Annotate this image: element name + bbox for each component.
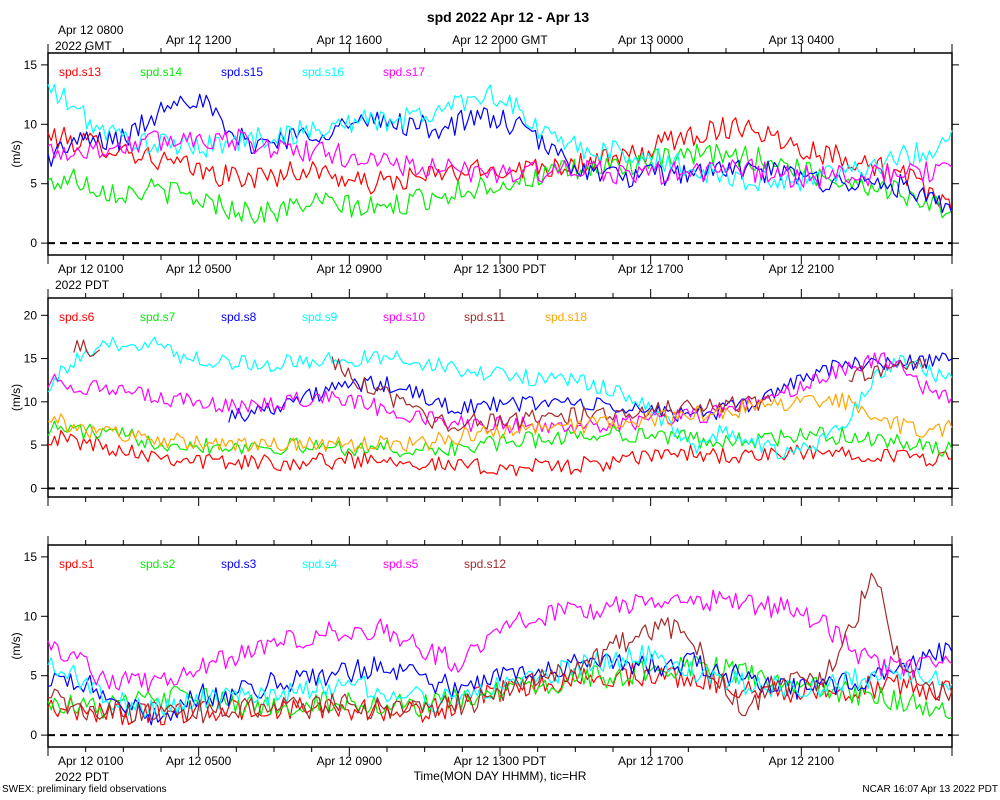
legend-entry-spd.s15: spd.s15 [221,65,263,79]
y-tick-label: 15 [24,352,38,366]
y-tick-label: 5 [30,669,37,683]
y-tick-label: 0 [30,728,37,742]
pdt-tick-label: Apr 12 0900 [317,754,383,768]
y-tick-label: 15 [24,550,38,564]
pdt-tick-label: Apr 12 1300 PDT [454,262,547,276]
legend-entry-spd.s2: spd.s2 [140,557,176,571]
pdt-tick-label: Apr 12 0900 [317,262,383,276]
gmt-tick-label: Apr 12 1600 [317,33,383,47]
pdt-tick-label: Apr 12 1300 PDT [454,754,547,768]
series-line-spd.s7 [47,420,953,458]
y-axis-label: (m/s) [9,384,23,411]
series-line-spd.s11 [73,339,927,432]
y-axis-label: (m/s) [9,632,23,659]
legend-entry-spd.s11: spd.s11 [464,310,505,324]
legend-entry-spd.s9: spd.s9 [302,310,338,324]
gmt-tick-label: Apr 12 2000 GMT [452,33,548,47]
legend-entry-spd.s16: spd.s16 [302,65,344,79]
y-tick-label: 0 [30,481,37,495]
legend-entry-spd.s12: spd.s12 [464,557,506,571]
y-tick-label: 0 [30,236,37,250]
series-line-spd.s6 [47,429,953,477]
gmt-first-label-line2: 2022 GMT [55,39,112,53]
pdt-first-label-line2: 2022 PDT [55,770,110,784]
chart-title: spd 2022 Apr 12 - Apr 13 [427,9,590,25]
pdt-first-label-line1: Apr 12 0100 [58,262,124,276]
pdt-tick-label: Apr 12 1700 [618,262,684,276]
plot-frame [47,544,953,748]
legend-entry-spd.s18: spd.s18 [545,310,587,324]
y-tick-label: 5 [30,177,37,191]
legend-entry-spd.s13: spd.s13 [59,65,101,79]
panel-1: 0 5 10 15 (m/s) spd.s13 spd.s14 spd.s15 spd.s16 s… [9,44,959,292]
legend-entry-spd.s1: spd.s1 [59,557,95,571]
panel-3: 0 5 10 15 (m/s) spd.s1 spd.s2 spd.s3 spd.s4 spd.s… [9,536,959,784]
gmt-first-label-line1: Apr 12 0800 [58,23,124,37]
series-line-spd.s3 [47,642,953,726]
plot-frame [47,52,953,256]
series-line-spd.s9 [47,336,953,460]
pdt-tick-label: Apr 12 0500 [166,262,232,276]
gmt-tick-label: Apr 12 1200 [166,33,232,47]
series-line-spd.s15 [47,93,953,214]
pdt-first-label-line2: 2022 PDT [55,278,110,292]
y-tick-label: 10 [24,609,38,623]
series-line-spd.s1 [47,662,953,726]
legend-entry-spd.s7: spd.s7 [140,310,176,324]
legend-entry-spd.s5: spd.s5 [383,557,419,571]
y-tick-label: 5 [30,438,37,452]
series-line-spd.s18 [47,392,953,453]
series-line-spd.s12 [47,572,953,724]
series-line-spd.s10 [47,352,953,434]
legend-entry-spd.s10: spd.s10 [383,310,425,324]
legend-entry-spd.s17: spd.s17 [383,65,425,79]
pdt-tick-label: Apr 12 0500 [166,754,232,768]
x-axis-label: Time(MON DAY HHMM), tic=HR [414,769,587,783]
pdt-tick-label: Apr 12 1700 [618,754,684,768]
pdt-tick-label: Apr 12 2100 [769,262,835,276]
series-line-spd.s8 [228,352,953,423]
panel-2: 0 5 10 15 20 (m/s) spd.s6 spd.s7 spd.s8 spd.s9 spd… [9,289,959,506]
footer-right-note: NCAR 16:07 Apr 13 2022 PDT [862,784,998,795]
gmt-tick-label: Apr 13 0000 [618,33,684,47]
gmt-time-axis: Apr 12 0800 2022 GMT [55,23,124,53]
pdt-first-label-line1: Apr 12 0100 [58,754,124,768]
plot-frame [47,297,953,498]
legend-entry-spd.s6: spd.s6 [59,310,95,324]
y-tick-label: 15 [24,58,38,72]
series-line-spd.s13 [47,117,953,214]
legend-entry-spd.s14: spd.s14 [140,65,182,79]
y-axis-label: (m/s) [9,140,23,167]
pdt-tick-label: Apr 12 2100 [769,754,835,768]
series-line-spd.s17 [47,128,953,190]
y-tick-label: 10 [24,395,38,409]
series-line-spd.s5 [47,589,953,693]
y-tick-label: 20 [24,308,38,322]
footer-left-note: SWEX: preliminary field observations [2,784,167,795]
legend-entry-spd.s8: spd.s8 [221,310,257,324]
gmt-tick-label: Apr 13 0400 [769,33,835,47]
legend-entry-spd.s3: spd.s3 [221,557,257,571]
legend-entry-spd.s4: spd.s4 [302,557,338,571]
y-tick-label: 10 [24,117,38,131]
